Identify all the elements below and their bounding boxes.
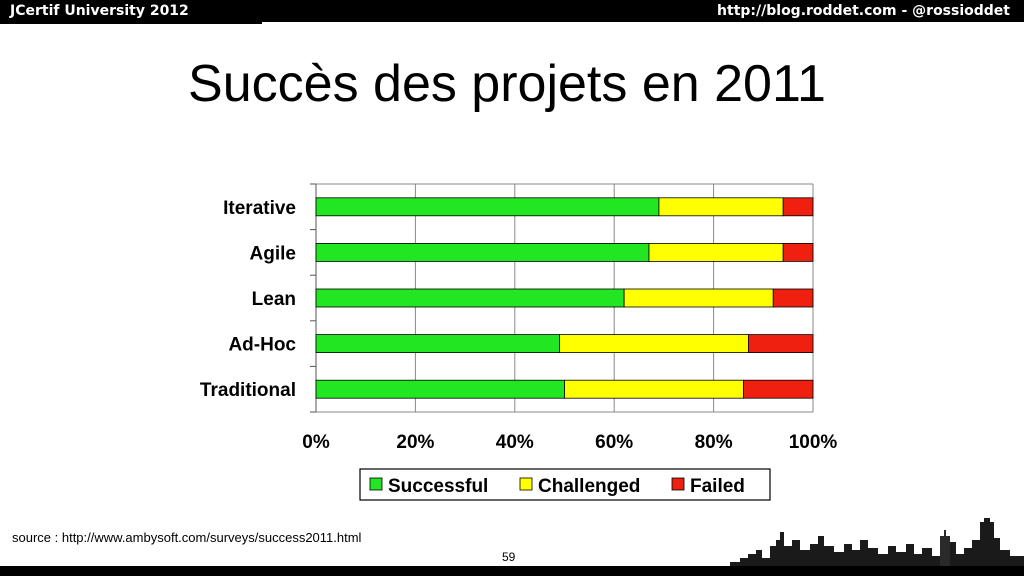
legend-label-failed: Failed xyxy=(690,476,745,497)
x-tick-label: 80% xyxy=(695,432,733,453)
category-label: Lean xyxy=(252,289,296,310)
bar-successful-traditional xyxy=(315,379,565,399)
bar-successful-lean xyxy=(315,288,625,308)
category-label: Agile xyxy=(250,243,296,264)
legend-label-successful: Successful xyxy=(388,476,488,497)
bar-successful-agile xyxy=(315,242,650,262)
bar-failed-agile xyxy=(782,242,814,262)
bar-failed-traditional xyxy=(743,379,814,399)
legend-box xyxy=(359,468,771,501)
header-bar: JCertif University 2012 http://blog.rodd… xyxy=(0,0,1024,22)
conference-name: JCertif University 2012 xyxy=(10,3,189,19)
bar-challenged-ad-hoc xyxy=(559,334,749,354)
bar-challenged-agile xyxy=(648,242,784,262)
bar-failed-iterative xyxy=(782,197,814,217)
x-tick-label: 40% xyxy=(496,432,534,453)
bar-successful-ad-hoc xyxy=(315,334,560,354)
footer-bar xyxy=(0,566,1024,576)
blog-link: http://blog.roddet.com - @rossioddet xyxy=(717,3,1010,19)
x-tick-label: 60% xyxy=(595,432,633,453)
source-citation: source : http://www.ambysoft.com/surveys… xyxy=(12,530,362,545)
category-label: Ad-Hoc xyxy=(228,335,296,356)
legend-label-challenged: Challenged xyxy=(538,476,640,497)
legend-swatch-failed xyxy=(671,477,685,491)
legend-swatch-successful xyxy=(369,477,383,491)
bar-challenged-traditional xyxy=(564,379,744,399)
category-label: Traditional xyxy=(200,380,296,401)
x-tick-label: 0% xyxy=(302,432,330,453)
category-label: Iterative xyxy=(223,198,296,219)
bar-challenged-lean xyxy=(623,288,774,308)
slide-title: Succès des projets en 2011 xyxy=(188,55,826,113)
page-number: 59 xyxy=(502,550,516,564)
bar-failed-ad-hoc xyxy=(747,334,814,354)
x-tick-label: 100% xyxy=(789,432,838,453)
x-tick-label: 20% xyxy=(396,432,434,453)
bar-failed-lean xyxy=(772,288,814,308)
legend-swatch-challenged xyxy=(519,477,533,491)
bar-successful-iterative xyxy=(315,197,660,217)
city-skyline-image xyxy=(700,518,1024,570)
header-underline xyxy=(0,22,262,24)
bar-challenged-iterative xyxy=(658,197,784,217)
